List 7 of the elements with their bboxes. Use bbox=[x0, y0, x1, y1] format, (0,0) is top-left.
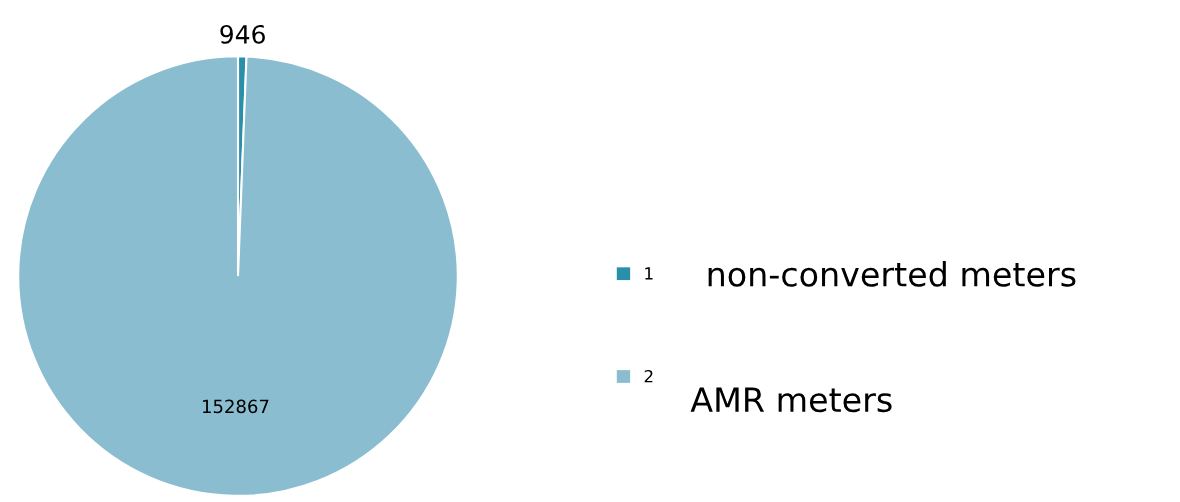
data-label: 152867 bbox=[202, 399, 269, 414]
legend-label: 2 bbox=[644, 369, 653, 383]
data-label: 946 bbox=[220, 24, 265, 44]
pie-slice bbox=[17, 55, 459, 497]
legend-label: 1 bbox=[645, 267, 653, 280]
text: AMR meters bbox=[690, 387, 892, 413]
text: non-converted meters bbox=[708, 260, 1076, 287]
